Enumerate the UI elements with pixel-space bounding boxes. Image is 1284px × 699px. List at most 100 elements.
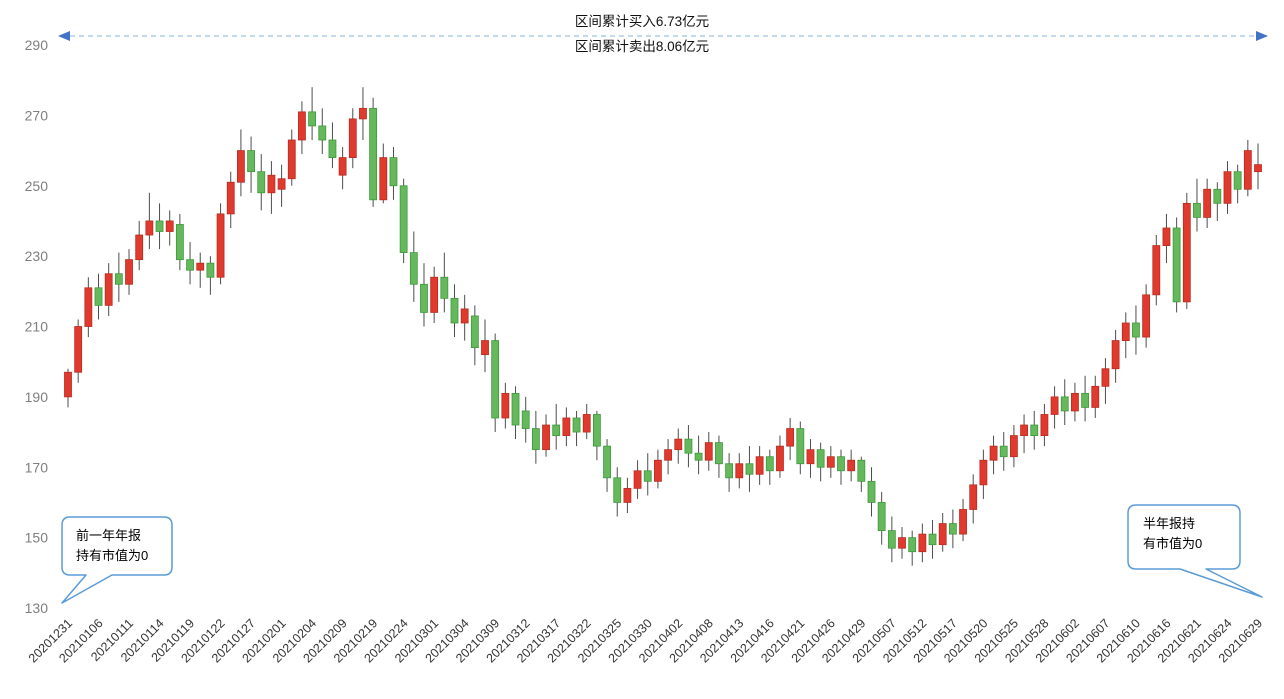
candle-body bbox=[155, 220, 164, 232]
candle-body bbox=[938, 523, 947, 546]
candle-body bbox=[542, 424, 550, 451]
candle-body bbox=[959, 509, 967, 535]
candle-body bbox=[379, 157, 388, 201]
candle-body bbox=[847, 459, 856, 472]
candle-body bbox=[643, 470, 652, 482]
y-tick-label: 250 bbox=[25, 178, 49, 194]
candle-body bbox=[84, 287, 93, 327]
candle-body bbox=[664, 449, 672, 461]
candle-body bbox=[64, 371, 72, 398]
candle-body bbox=[715, 442, 723, 465]
candle-body bbox=[592, 414, 601, 447]
candle-body bbox=[308, 111, 317, 127]
callout-prev-annual-report: 前一年年报 持有市值为0 bbox=[76, 526, 148, 566]
candle-body bbox=[1162, 227, 1171, 246]
candle-body bbox=[582, 414, 591, 433]
candle-body bbox=[1243, 150, 1252, 190]
candle-body bbox=[521, 410, 530, 429]
candle-body bbox=[1050, 396, 1059, 415]
candle-body bbox=[928, 533, 937, 546]
candle-body bbox=[908, 537, 917, 553]
candle-body bbox=[969, 484, 978, 510]
candle-body bbox=[857, 459, 866, 482]
candle-body bbox=[104, 273, 113, 306]
candle-body bbox=[1009, 435, 1018, 458]
callout-right-line1: 半年报持 bbox=[1143, 516, 1196, 531]
candle-body bbox=[654, 459, 662, 482]
candle-body bbox=[1182, 202, 1191, 303]
candle-body bbox=[328, 139, 337, 159]
candle-body bbox=[633, 470, 642, 489]
candle-body bbox=[1254, 164, 1262, 173]
candle-body bbox=[562, 417, 571, 436]
candle-body bbox=[776, 445, 784, 472]
callout-bubble-left bbox=[61, 516, 173, 604]
candle-body bbox=[755, 456, 764, 475]
y-tick-label: 170 bbox=[25, 459, 49, 475]
candle-body bbox=[979, 459, 988, 486]
candle-body bbox=[94, 287, 103, 306]
candle-body bbox=[948, 523, 957, 535]
y-tick-label: 190 bbox=[25, 389, 49, 405]
candle-body bbox=[409, 252, 418, 285]
candle-body bbox=[247, 150, 255, 173]
candle-body bbox=[1121, 322, 1130, 341]
candle-body bbox=[877, 502, 886, 531]
candle-body bbox=[348, 118, 357, 159]
candle-body bbox=[267, 174, 276, 194]
candle-body bbox=[806, 449, 815, 465]
y-tick-label: 270 bbox=[25, 107, 49, 123]
candle-body bbox=[216, 213, 225, 278]
candle-body bbox=[867, 480, 876, 503]
candle-body bbox=[1020, 424, 1028, 436]
candle-body bbox=[1223, 171, 1232, 204]
y-tick-label: 230 bbox=[25, 248, 49, 264]
candle-body bbox=[603, 445, 611, 479]
callout-left-line2: 持有市值为0 bbox=[76, 548, 149, 563]
candle-body bbox=[1081, 392, 1089, 408]
candle-body bbox=[572, 417, 581, 433]
candle-body bbox=[135, 234, 144, 261]
candle-body bbox=[1030, 424, 1039, 436]
y-tick-label: 210 bbox=[25, 319, 49, 335]
candle-body bbox=[531, 428, 540, 451]
candle-body bbox=[918, 533, 927, 553]
candle-body bbox=[837, 456, 845, 472]
candle-body bbox=[511, 392, 520, 426]
candle-body bbox=[999, 445, 1008, 458]
candle-body bbox=[745, 463, 754, 475]
candle-body bbox=[1142, 294, 1151, 338]
candle-body bbox=[786, 428, 795, 447]
candle-body bbox=[389, 157, 398, 187]
y-tick-label: 150 bbox=[25, 530, 49, 546]
candle-body bbox=[684, 438, 693, 454]
range-line-arrow-right-icon bbox=[1256, 31, 1268, 41]
candle-body bbox=[206, 262, 215, 278]
candle-body bbox=[165, 220, 174, 232]
candle-body bbox=[338, 157, 347, 176]
candle-body bbox=[1233, 171, 1242, 190]
candle-body bbox=[501, 392, 510, 419]
candle-body bbox=[1091, 385, 1100, 408]
candle-body bbox=[989, 445, 998, 461]
range-buy-text: 区间累计买入6.73亿元 bbox=[574, 14, 710, 29]
candle-body bbox=[186, 259, 194, 271]
candle-body bbox=[735, 463, 744, 479]
candle-body bbox=[898, 537, 906, 549]
candle-body bbox=[481, 340, 489, 356]
range-line-arrow-left-icon bbox=[58, 31, 70, 41]
candle-body bbox=[359, 107, 367, 120]
candle-body bbox=[552, 424, 561, 436]
candle-body bbox=[765, 456, 774, 472]
candle-body bbox=[826, 456, 835, 468]
candle-body bbox=[460, 308, 469, 324]
candle-body bbox=[1040, 414, 1049, 436]
candle-body bbox=[237, 150, 245, 183]
candle-body bbox=[1101, 368, 1110, 387]
candle-body bbox=[674, 438, 683, 451]
callout-bubble-right bbox=[1127, 504, 1263, 598]
candle-body bbox=[694, 452, 703, 461]
candle-body bbox=[1213, 188, 1222, 204]
